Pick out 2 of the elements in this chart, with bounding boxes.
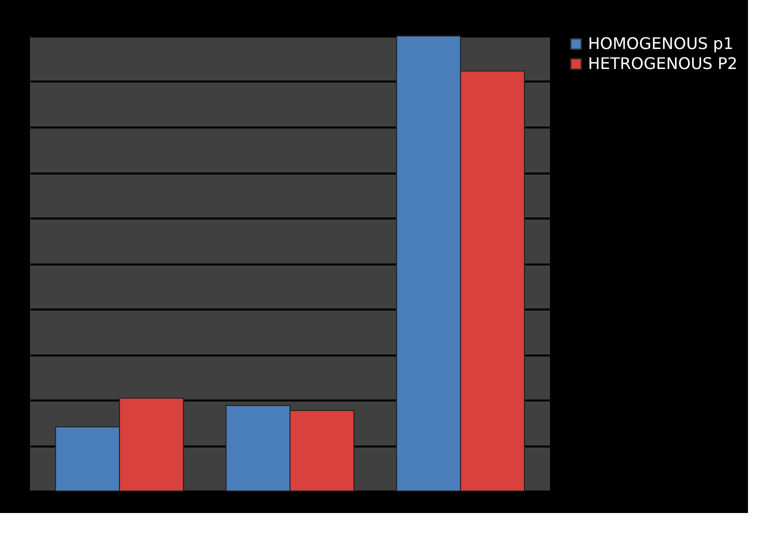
legend-label: HETROGENOUS P2: [588, 54, 738, 73]
legend-label: HOMOGENOUS p1: [588, 34, 734, 53]
